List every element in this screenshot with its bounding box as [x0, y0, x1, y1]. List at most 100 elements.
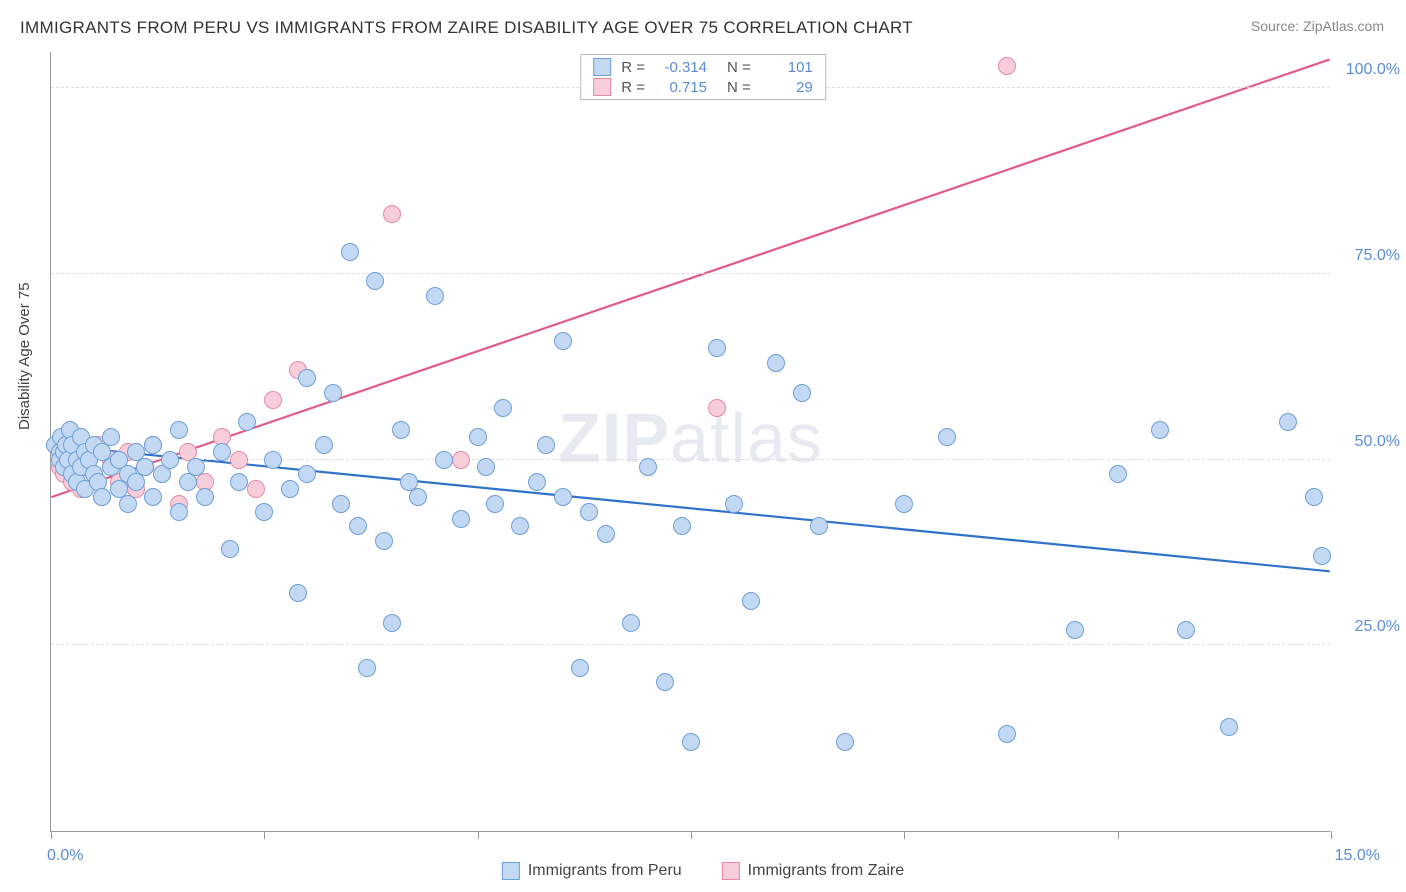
data-point: [810, 517, 828, 535]
data-point: [1151, 421, 1169, 439]
data-point: [511, 517, 529, 535]
data-point: [938, 428, 956, 446]
x-tick: [478, 831, 479, 839]
data-point: [289, 584, 307, 602]
legend-swatch: [593, 78, 611, 96]
series-legend: Immigrants from Peru Immigrants from Zair…: [502, 862, 904, 880]
x-axis-min-label: 0.0%: [47, 847, 83, 865]
x-tick: [1331, 831, 1332, 839]
data-point: [409, 488, 427, 506]
chart-plot-area: ZIPatlas 0.0% 15.0% 25.0%50.0%75.0%100.0…: [50, 52, 1330, 832]
data-point: [452, 510, 470, 528]
data-point: [187, 458, 205, 476]
data-point: [136, 458, 154, 476]
chart-title: IMMIGRANTS FROM PERU VS IMMIGRANTS FROM …: [20, 18, 913, 38]
data-point: [494, 399, 512, 417]
legend-swatch: [502, 862, 520, 880]
data-point: [998, 725, 1016, 743]
legend-swatch: [593, 58, 611, 76]
data-point: [383, 205, 401, 223]
legend-label: Immigrants from Zaire: [748, 862, 904, 880]
x-axis-max-label: 15.0%: [1335, 847, 1380, 865]
data-point: [1066, 621, 1084, 639]
data-point: [708, 399, 726, 417]
data-point: [554, 488, 572, 506]
x-tick: [904, 831, 905, 839]
data-point: [486, 495, 504, 513]
data-point: [102, 428, 120, 446]
data-point: [682, 733, 700, 751]
y-tick-label: 25.0%: [1355, 618, 1400, 636]
data-point: [161, 451, 179, 469]
data-point: [264, 451, 282, 469]
regression-lines-layer: [51, 52, 1330, 831]
y-tick-label: 50.0%: [1355, 433, 1400, 451]
legend-n-label: N =: [727, 79, 751, 96]
data-point: [469, 428, 487, 446]
data-point: [358, 659, 376, 677]
data-point: [528, 473, 546, 491]
legend-item: Immigrants from Zaire: [722, 862, 904, 880]
legend-r-value: 0.715: [655, 79, 707, 96]
data-point: [1305, 488, 1323, 506]
data-point: [836, 733, 854, 751]
data-point: [452, 451, 470, 469]
legend-row: R =0.715N =29: [581, 77, 825, 97]
data-point: [1313, 547, 1331, 565]
data-point: [196, 488, 214, 506]
legend-r-value: -0.314: [655, 59, 707, 76]
data-point: [170, 421, 188, 439]
x-tick: [691, 831, 692, 839]
data-point: [170, 503, 188, 521]
data-point: [639, 458, 657, 476]
data-point: [324, 384, 342, 402]
data-point: [341, 243, 359, 261]
data-point: [895, 495, 913, 513]
y-axis-title: Disability Age Over 75: [16, 282, 33, 430]
data-point: [298, 465, 316, 483]
x-tick: [1118, 831, 1119, 839]
data-point: [1177, 621, 1195, 639]
data-point: [383, 614, 401, 632]
x-tick: [264, 831, 265, 839]
data-point: [1220, 718, 1238, 736]
data-point: [1279, 413, 1297, 431]
data-point: [230, 451, 248, 469]
data-point: [597, 525, 615, 543]
data-point: [144, 436, 162, 454]
legend-label: Immigrants from Peru: [528, 862, 682, 880]
gridline: [51, 273, 1330, 274]
data-point: [793, 384, 811, 402]
gridline: [51, 644, 1330, 645]
data-point: [571, 659, 589, 677]
legend-item: Immigrants from Peru: [502, 862, 682, 880]
data-point: [708, 339, 726, 357]
data-point: [366, 272, 384, 290]
data-point: [477, 458, 495, 476]
data-point: [1109, 465, 1127, 483]
data-point: [537, 436, 555, 454]
data-point: [767, 354, 785, 372]
data-point: [426, 287, 444, 305]
data-point: [554, 332, 572, 350]
data-point: [392, 421, 410, 439]
data-point: [725, 495, 743, 513]
data-point: [435, 451, 453, 469]
data-point: [230, 473, 248, 491]
data-point: [238, 413, 256, 431]
data-point: [998, 57, 1016, 75]
data-point: [298, 369, 316, 387]
data-point: [349, 517, 367, 535]
data-point: [580, 503, 598, 521]
data-point: [375, 532, 393, 550]
y-tick-label: 100.0%: [1346, 61, 1400, 79]
data-point: [93, 488, 111, 506]
data-point: [144, 488, 162, 506]
data-point: [213, 443, 231, 461]
legend-r-label: R =: [621, 59, 645, 76]
data-point: [622, 614, 640, 632]
data-point: [332, 495, 350, 513]
data-point: [673, 517, 691, 535]
data-point: [281, 480, 299, 498]
legend-r-label: R =: [621, 79, 645, 96]
